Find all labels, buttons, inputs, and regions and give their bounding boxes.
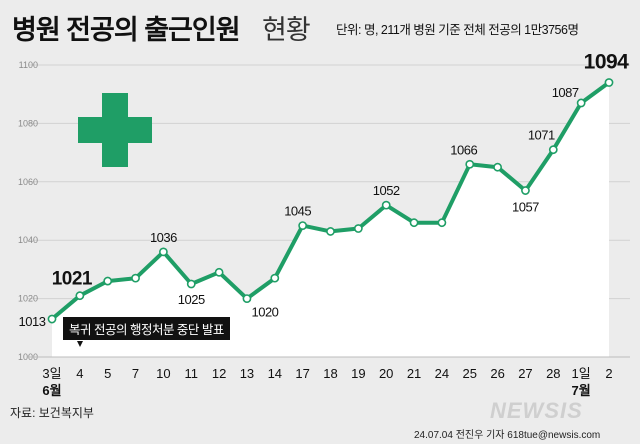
data-label: 1094 (584, 51, 630, 74)
x-tick-label: 3일 (42, 366, 61, 381)
data-point (186, 279, 196, 289)
x-tick-label: 4 (76, 366, 83, 381)
brand-watermark: NEWSIS (490, 398, 583, 423)
y-tick-label: 1020 (18, 294, 38, 304)
x-tick-label: 28 (546, 366, 560, 381)
data-label: 1020 (251, 305, 278, 320)
data-label: 1021 (52, 269, 93, 290)
data-point (298, 221, 308, 230)
x-tick-label: 11 (185, 366, 199, 381)
y-tick-label: 1080 (18, 118, 38, 128)
x-tick-label: 25 (463, 366, 477, 381)
x-tick-label: 19 (351, 366, 365, 381)
x-tick-label: 27 (518, 366, 532, 381)
medical-cross-icon (78, 93, 152, 167)
data-label: 1066 (450, 142, 477, 157)
data-point (381, 200, 391, 210)
annotation-pointer (75, 335, 83, 340)
chart-title-suffix: 현황 (262, 15, 311, 45)
y-tick-label: 1060 (18, 177, 38, 187)
x-tick-label: 18 (323, 366, 337, 381)
annotation-arrow (77, 341, 83, 347)
data-point (465, 159, 475, 169)
x-tick-label: 2 (605, 366, 612, 381)
data-point (270, 273, 280, 283)
data-point (326, 227, 335, 236)
x-tick-label: 20 (379, 366, 393, 381)
x-tick-label: 17 (295, 366, 309, 381)
data-label: 1025 (178, 292, 205, 307)
month-label: 7월 (572, 383, 591, 398)
data-label: 1036 (150, 230, 177, 245)
data-point (493, 162, 502, 172)
x-tick-label: 21 (407, 366, 421, 381)
source-note: 자료: 보건복지부 (10, 406, 94, 420)
x-tick-label: 14 (268, 366, 282, 381)
data-point (604, 78, 614, 87)
y-tick-label: 1040 (18, 235, 38, 245)
data-point (75, 291, 85, 301)
data-point (131, 273, 140, 283)
data-point (214, 267, 224, 277)
y-tick-label: 1000 (18, 352, 38, 362)
x-tick-label: 5 (104, 366, 111, 381)
data-point (576, 98, 586, 108)
annotation-callout: 복귀 전공의 행정처분 중단 발표 (63, 317, 230, 340)
byline: 24.07.04 전진우 기자 618tue@newsis.com (414, 430, 601, 441)
data-point (158, 247, 168, 257)
data-label: 1052 (373, 183, 400, 198)
x-tick-label: 1일 (572, 366, 591, 381)
y-axis-ticks: 1000 1020 1040 1060 1080 1100 (18, 60, 38, 362)
x-tick-label: 12 (212, 366, 226, 381)
x-tick-label: 10 (156, 366, 170, 381)
data-point (521, 186, 530, 195)
data-point (353, 224, 363, 233)
data-point (437, 218, 447, 228)
month-label: 6월 (42, 383, 61, 398)
data-label: 1045 (284, 204, 311, 219)
cross-horizontal-bar (78, 117, 152, 143)
y-tick-label: 1100 (19, 60, 38, 70)
data-point (47, 314, 57, 324)
x-axis-ticks: 3일 4 5 7 10 11 12 13 14 17 18 19 20 21 24 25 26 27 28 1일 2 6월… (28, 356, 630, 398)
data-label: 1013 (19, 314, 46, 329)
data-point (242, 294, 252, 303)
data-points (47, 78, 614, 324)
chart-title: 병원 전공의 출근인원 (12, 15, 241, 45)
data-point (409, 218, 419, 228)
data-point (103, 276, 113, 286)
x-tick-label: 26 (490, 366, 504, 381)
data-label: 1071 (528, 128, 555, 143)
data-point (548, 145, 558, 155)
data-labels: 1013 1021 1036 1025 1020 1045 1052 1066 1057 1071… (19, 51, 630, 330)
x-tick-label: 13 (240, 366, 254, 381)
data-label: 1087 (552, 85, 579, 100)
unit-note: 단위: 명, 211개 병원 기준 전체 전공의 1만3756명 (336, 23, 579, 37)
data-label: 1057 (512, 200, 539, 215)
x-tick-label: 7 (132, 366, 139, 381)
x-tick-label: 24 (435, 366, 449, 381)
